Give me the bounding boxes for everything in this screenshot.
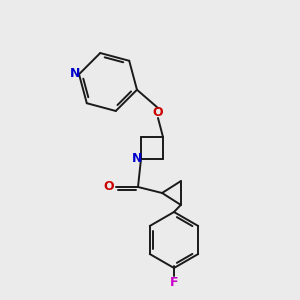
Text: O: O (153, 106, 163, 119)
Text: N: N (132, 152, 142, 166)
Text: F: F (170, 275, 178, 289)
Text: N: N (70, 67, 80, 80)
Text: O: O (104, 181, 114, 194)
